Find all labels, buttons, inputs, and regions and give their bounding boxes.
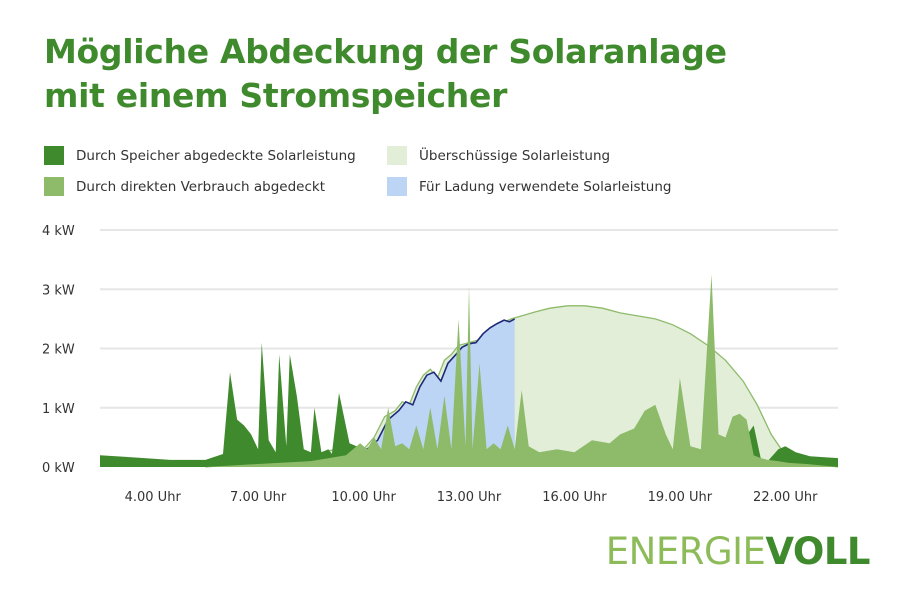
legend-swatch-excess bbox=[387, 146, 407, 165]
chart-title: Mögliche Abdeckung der Solaranlage mit e… bbox=[44, 30, 727, 118]
y-tick-label-0: 0 kW bbox=[42, 461, 75, 476]
x-tick-label-16: 16.00 Uhr bbox=[542, 490, 607, 505]
legend-item-excess: Überschüssige Solarleistung bbox=[387, 146, 610, 165]
chart-title-line2: mit einem Stromspeicher bbox=[44, 76, 508, 115]
legend-swatch-charging bbox=[387, 177, 407, 196]
logo-part-energie: ENERGIE bbox=[605, 530, 766, 573]
x-tick-label-22: 22.00 Uhr bbox=[753, 490, 818, 505]
x-tick-label-7: 7.00 Uhr bbox=[230, 490, 287, 505]
chart-series bbox=[100, 274, 839, 468]
x-axis: 4.00 Uhr 7.00 Uhr 10.00 Uhr 13.00 Uhr 16.00 … bbox=[125, 490, 819, 505]
legend-label-direct: Durch direkten Verbrauch abgedeckt bbox=[76, 178, 326, 195]
y-tick-label-2: 2 kW bbox=[42, 343, 75, 358]
y-tick-label-1: 1 kW bbox=[42, 402, 75, 417]
energievoll-logo: ENERGIEVOLL bbox=[605, 530, 871, 574]
y-axis: 0 kW 1 kW 2 kW 3 kW 4 kW bbox=[42, 224, 75, 476]
legend-label-excess: Überschüssige Solarleistung bbox=[419, 147, 611, 164]
chart-title-line1: Mögliche Abdeckung der Solaranlage bbox=[44, 32, 727, 71]
y-tick-label-4: 4 kW bbox=[42, 224, 75, 239]
legend-item-battery: Durch Speicher abgedeckte Solarleistung bbox=[44, 146, 356, 165]
y-tick-label-3: 3 kW bbox=[42, 283, 75, 298]
legend-item-direct: Durch direkten Verbrauch abgedeckt bbox=[44, 177, 325, 196]
legend-swatch-direct bbox=[44, 177, 64, 196]
legend-item-charging: Für Ladung verwendete Solarleistung bbox=[387, 177, 672, 196]
chart-legend: Durch Speicher abgedeckte Solarleistung … bbox=[44, 146, 764, 206]
legend-swatch-battery bbox=[44, 146, 64, 165]
area-direct-consumption bbox=[205, 274, 838, 467]
logo-part-voll: VOLL bbox=[765, 530, 870, 573]
line-charging-top bbox=[360, 318, 516, 450]
x-tick-label-19: 19.00 Uhr bbox=[648, 490, 713, 505]
area-battery-covered bbox=[100, 342, 838, 467]
legend-label-battery: Durch Speicher abgedeckte Solarleistung bbox=[76, 147, 356, 164]
legend-label-charging: Für Ladung verwendete Solarleistung bbox=[419, 178, 672, 195]
x-tick-label-13: 13.00 Uhr bbox=[437, 490, 502, 505]
x-tick-label-10: 10.00 Uhr bbox=[331, 490, 396, 505]
x-tick-label-4: 4.00 Uhr bbox=[125, 490, 182, 505]
solar-area-chart: 0 kW 1 kW 2 kW 3 kW 4 kW 4.00 Uhr 7.00 Uhr 10.… bbox=[42, 224, 839, 505]
